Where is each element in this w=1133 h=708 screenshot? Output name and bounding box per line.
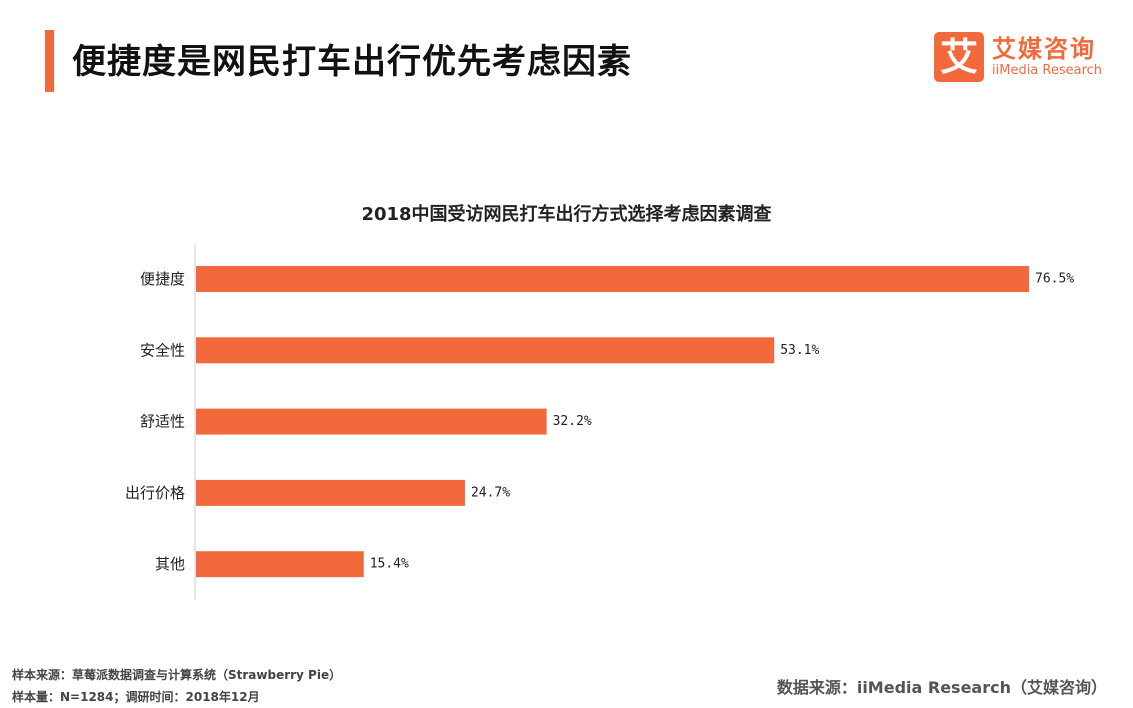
logo-text: 艾媒咨询 iiMedia Research	[992, 35, 1102, 79]
logo-name-cn: 艾媒咨询	[992, 35, 1096, 63]
bar	[196, 337, 775, 364]
bar	[196, 551, 364, 578]
page-title: 便捷度是网民打车出行优先考虑因素	[72, 42, 632, 82]
logo-name-en: iiMedia Research	[992, 63, 1103, 78]
chart-title: 2018中国受访网民打车出行方式选择考虑因素调查	[361, 204, 772, 225]
category-label: 安全性	[140, 341, 185, 359]
category-label: 便捷度	[140, 270, 185, 288]
data-source-note: 数据来源：iiMedia Research（艾媒咨询）	[776, 678, 1107, 697]
sample-size-note: 样本量：N=1284；调研时间：2018年12月	[12, 690, 260, 704]
brand-logo: 艾 艾媒咨询 iiMedia Research	[934, 32, 1102, 82]
data-label: 76.5%	[1035, 272, 1074, 287]
category-label: 舒适性	[140, 413, 185, 431]
data-label: 24.7%	[471, 485, 510, 500]
footer-notes: 样本来源：草莓派数据调查与计算系统（Strawberry Pie） 样本量：N=…	[12, 664, 341, 708]
category-label: 出行价格	[125, 484, 185, 502]
category-label: 其他	[155, 555, 185, 573]
data-label: 32.2%	[553, 414, 592, 429]
data-label: 53.1%	[780, 343, 819, 358]
title-accent-bar	[45, 30, 54, 92]
bar	[196, 479, 465, 506]
bar	[196, 266, 1029, 292]
bar	[196, 408, 547, 435]
logo-icon: 艾	[934, 32, 984, 82]
sample-source-note: 样本来源：草莓派数据调查与计算系统（Strawberry Pie）	[12, 668, 342, 682]
data-label: 15.4%	[370, 557, 409, 572]
